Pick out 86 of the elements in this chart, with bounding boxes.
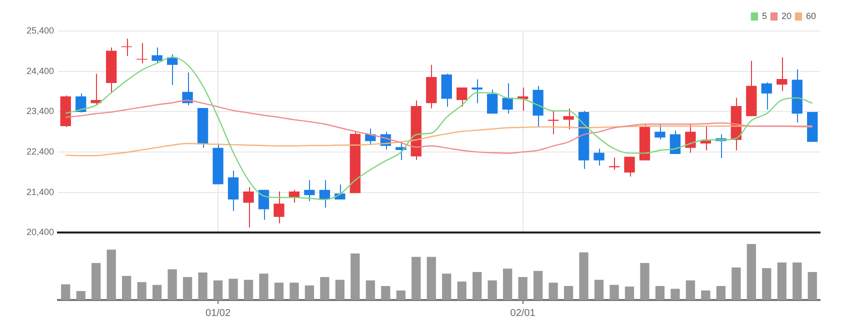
bar — [274, 282, 284, 300]
bar — [168, 269, 177, 300]
candlestick — [608, 157, 620, 170]
y-tick-label: 20,400 — [26, 227, 54, 238]
y-tick-label: 24,400 — [26, 66, 54, 76]
candlestick — [654, 124, 666, 140]
candlestick — [548, 110, 559, 135]
bar — [442, 274, 452, 300]
candlestick — [243, 186, 254, 228]
candlestick — [396, 142, 406, 161]
bar — [122, 276, 132, 300]
x-tick-label: 02/01 — [510, 308, 536, 319]
candlestick — [182, 72, 193, 106]
bar — [746, 244, 756, 300]
candlestick — [456, 86, 468, 108]
bar — [304, 285, 314, 300]
bar — [518, 277, 528, 300]
bar — [350, 254, 360, 300]
bar — [61, 284, 70, 300]
candlestick — [670, 130, 681, 154]
bar — [244, 280, 254, 300]
bar — [686, 280, 696, 300]
bar — [152, 284, 162, 300]
candlestick — [288, 189, 300, 204]
bar — [182, 277, 192, 300]
bar — [610, 284, 619, 300]
bar — [335, 280, 345, 300]
bar — [503, 268, 512, 300]
bar — [92, 263, 101, 300]
bar — [655, 286, 665, 300]
bar — [762, 268, 772, 300]
candlestick — [304, 180, 315, 202]
legend-label: 60 — [806, 10, 816, 21]
y-tick-label: 23,400 — [26, 106, 54, 116]
candlestick — [258, 189, 270, 220]
candlestick — [700, 126, 712, 151]
candlestick — [761, 82, 772, 110]
bar — [670, 288, 680, 300]
bar — [533, 270, 543, 300]
bar — [624, 286, 634, 300]
y-tick-label: 21,400 — [26, 186, 54, 197]
bar — [716, 286, 726, 300]
candlestick — [563, 108, 574, 130]
candlestick — [594, 148, 604, 166]
bar — [76, 291, 86, 300]
bar — [792, 262, 802, 300]
bar — [412, 256, 421, 300]
bar — [106, 250, 116, 300]
bar — [808, 272, 817, 300]
legend-label: 5 — [762, 10, 767, 21]
bar — [732, 268, 741, 300]
bar — [457, 282, 466, 300]
bar — [564, 286, 574, 300]
bar — [198, 272, 208, 300]
candlestick — [685, 124, 696, 154]
bar — [701, 290, 710, 300]
legend-label: 20 — [781, 10, 792, 21]
bar — [366, 280, 375, 300]
candlestick — [624, 156, 635, 178]
bar — [259, 274, 268, 300]
bar — [228, 278, 238, 300]
bar — [594, 280, 604, 300]
bar — [426, 256, 436, 300]
bar — [777, 262, 786, 300]
bar — [381, 286, 390, 300]
bar — [137, 282, 146, 300]
bar — [548, 282, 558, 300]
bar — [290, 282, 299, 300]
candlestick — [152, 47, 162, 64]
y-tick-label: 22,400 — [26, 146, 54, 156]
candlestick — [502, 82, 513, 114]
bar — [472, 272, 482, 300]
bar — [640, 263, 650, 300]
bar — [396, 290, 406, 300]
candlestick — [274, 190, 284, 224]
line-series — [65, 126, 813, 156]
y-tick-label: 25,400 — [26, 25, 54, 36]
candlestick — [472, 78, 482, 104]
candlestick — [487, 88, 498, 114]
candlestick — [776, 56, 788, 92]
x-tick-label: 01/02 — [206, 308, 231, 319]
bar — [579, 252, 588, 300]
bar — [213, 280, 223, 300]
bar — [488, 280, 497, 300]
bar — [320, 277, 330, 300]
candlestick — [228, 170, 239, 212]
